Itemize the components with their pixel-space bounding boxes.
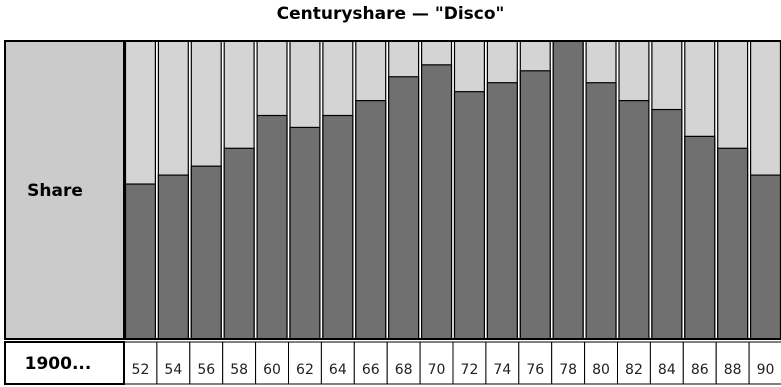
tick-label-64: 64 bbox=[329, 362, 347, 378]
bar-share-52 bbox=[124, 183, 156, 340]
tick-cell-56 bbox=[189, 341, 224, 385]
tick-label-80: 80 bbox=[592, 362, 610, 378]
bar-share-66 bbox=[355, 99, 387, 340]
tick-cell-60 bbox=[255, 341, 290, 385]
tick-label-86: 86 bbox=[691, 362, 709, 378]
bar-share-56 bbox=[190, 165, 222, 340]
tick-label-60: 60 bbox=[263, 362, 281, 378]
tick-label-74: 74 bbox=[493, 362, 511, 378]
row-label: Share bbox=[27, 181, 83, 201]
bar-share-84 bbox=[651, 108, 683, 340]
bars-group bbox=[124, 40, 781, 340]
bar-share-76 bbox=[519, 70, 551, 340]
tick-cell-84 bbox=[649, 341, 684, 385]
tick-label-82: 82 bbox=[625, 362, 643, 378]
bar-share-68 bbox=[388, 76, 420, 340]
x-axis-prefix: 1900... bbox=[25, 354, 92, 374]
tick-cell-64 bbox=[320, 341, 355, 385]
tick-cell-54 bbox=[156, 341, 191, 385]
tick-cell-68 bbox=[386, 341, 421, 385]
bar-share-82 bbox=[618, 99, 650, 340]
chart-frame bbox=[4, 40, 781, 385]
bar-share-62 bbox=[289, 126, 321, 340]
tick-cell-78 bbox=[551, 341, 586, 385]
tick-labels-group: 52 54 56 58 60 62 64 66 68 70 72 74 76 78 80 82 84 86 88 90 bbox=[123, 341, 781, 385]
bar-share-54 bbox=[157, 174, 189, 340]
bar-share-64 bbox=[322, 114, 354, 340]
tick-label-66: 66 bbox=[362, 362, 380, 378]
tick-label-90: 90 bbox=[757, 362, 775, 378]
tick-cell-76 bbox=[518, 341, 553, 385]
tick-label-84: 84 bbox=[658, 362, 676, 378]
axis-prefix-cell bbox=[4, 341, 125, 385]
tick-cell-72 bbox=[452, 341, 487, 385]
bar-share-72 bbox=[453, 91, 485, 340]
plot-frame bbox=[4, 40, 781, 340]
bar-share-88 bbox=[717, 147, 749, 340]
bar-share-80 bbox=[585, 82, 617, 340]
tick-label-78: 78 bbox=[559, 362, 577, 378]
bar-share-90 bbox=[749, 174, 781, 340]
row-label-panel bbox=[5, 41, 124, 339]
tick-label-54: 54 bbox=[164, 362, 182, 378]
bar-share-86 bbox=[684, 135, 716, 340]
bar-share-70 bbox=[421, 64, 453, 340]
bar-share-60 bbox=[256, 114, 288, 340]
tick-cell-66 bbox=[353, 341, 388, 385]
tick-label-58: 58 bbox=[230, 362, 248, 378]
tick-label-76: 76 bbox=[526, 362, 544, 378]
tick-label-88: 88 bbox=[724, 362, 742, 378]
tick-label-56: 56 bbox=[197, 362, 215, 378]
chart-title: Centuryshare — "Disco" bbox=[276, 4, 505, 24]
tick-cell-80 bbox=[584, 341, 618, 385]
tick-cell-62 bbox=[288, 341, 322, 385]
tick-label-52: 52 bbox=[132, 362, 150, 378]
tick-cell-90 bbox=[748, 341, 781, 385]
tick-label-62: 62 bbox=[296, 362, 314, 378]
bar-share-74 bbox=[486, 82, 518, 340]
bar-share-58 bbox=[223, 147, 255, 340]
tick-label-68: 68 bbox=[395, 362, 413, 378]
tick-label-72: 72 bbox=[461, 362, 479, 378]
bar-share-78 bbox=[552, 40, 584, 340]
tick-cell-58 bbox=[222, 341, 257, 385]
tick-label-70: 70 bbox=[428, 362, 446, 378]
